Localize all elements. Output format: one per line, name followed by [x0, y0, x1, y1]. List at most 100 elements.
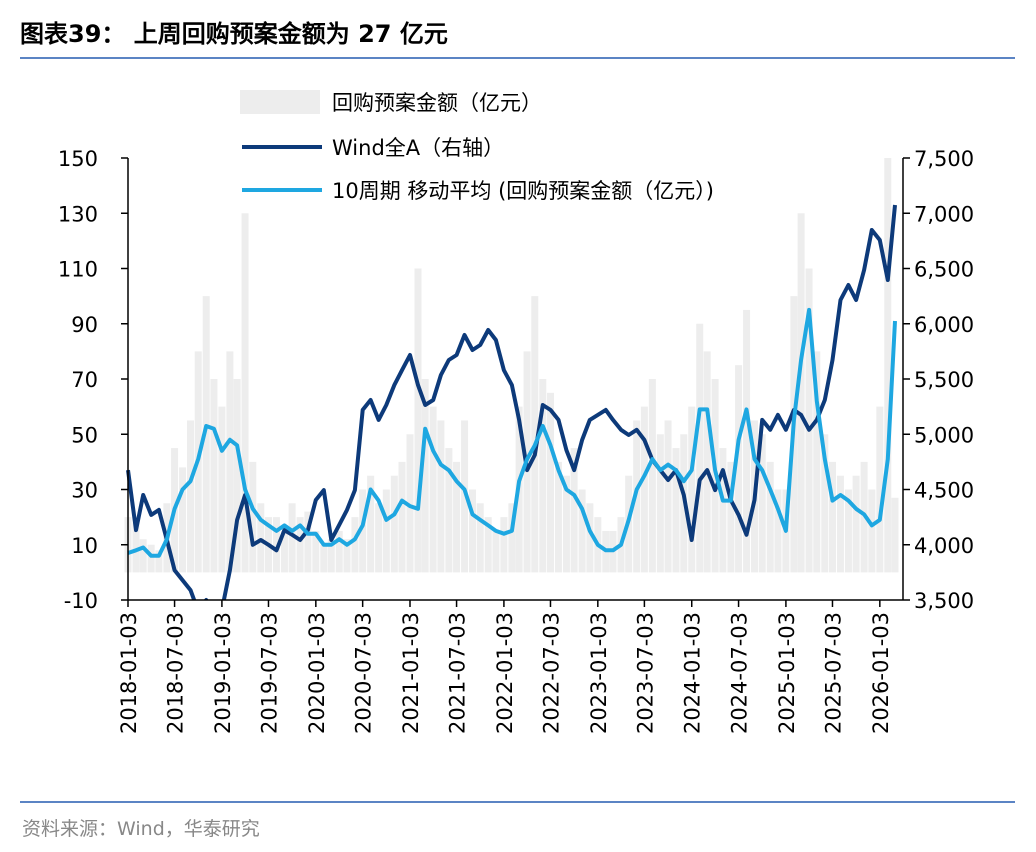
bar: [743, 309, 751, 573]
y-tick-label: 110: [58, 258, 98, 282]
y2-tick-label: 7,000: [914, 202, 974, 226]
bar: [429, 406, 437, 573]
bar: [249, 461, 257, 573]
legend-label: 回购预案金额（亿元）: [332, 91, 542, 115]
bar: [406, 434, 414, 573]
bar: [852, 475, 860, 573]
y-tick-label: 70: [71, 368, 98, 392]
bar: [703, 351, 711, 573]
bar: [218, 406, 226, 573]
bar: [390, 475, 398, 573]
bar: [280, 530, 288, 573]
x-tick-label: 2021-07-03: [446, 612, 470, 734]
y-tick-label: 30: [71, 479, 98, 503]
bar: [398, 461, 406, 573]
y2-tick-label: 6,500: [914, 258, 974, 282]
legend-label: 10周期 移动平均 (回购预案金额（亿元）): [332, 179, 714, 203]
x-tick-label: 2023-07-03: [633, 612, 657, 734]
bar: [241, 213, 249, 573]
bar: [821, 434, 829, 573]
bar: [453, 461, 461, 573]
x-tick-label: 2025-01-03: [775, 612, 799, 734]
bar: [727, 461, 735, 573]
bar: [461, 420, 469, 573]
bar: [876, 406, 884, 573]
bar: [327, 539, 335, 573]
bar: [132, 522, 140, 573]
bar: [884, 158, 892, 573]
bar: [813, 351, 821, 573]
legend-label: Wind全A（右轴）: [332, 136, 504, 160]
bar: [272, 517, 280, 573]
x-tick-label: 2018-07-03: [164, 612, 188, 734]
x-tick-label: 2018-01-03: [117, 612, 141, 734]
x-tick-label: 2024-07-03: [728, 612, 752, 734]
bar: [656, 434, 664, 573]
bar: [296, 517, 304, 573]
y-tick-label: 150: [58, 147, 98, 171]
bar: [304, 511, 312, 573]
bar: [554, 461, 562, 573]
bar: [805, 268, 813, 573]
x-tick-label: 2022-01-03: [493, 612, 517, 734]
bar: [320, 544, 328, 573]
bar: [844, 489, 852, 573]
y-tick-label: 50: [71, 423, 98, 447]
bar: [868, 489, 876, 573]
bar: [774, 489, 782, 573]
x-tick-label: 2019-01-03: [211, 612, 235, 734]
bar: [758, 434, 766, 573]
bar: [696, 323, 704, 573]
bar: [508, 503, 516, 573]
bar: [891, 497, 899, 573]
y2-tick-label: 4,000: [914, 534, 974, 558]
line-series: [127, 307, 897, 558]
bar: [445, 448, 453, 573]
bar: [672, 448, 680, 573]
x-tick-label: 2020-01-03: [305, 612, 329, 734]
y-tick-label: -10: [64, 589, 98, 613]
bar: [147, 544, 155, 573]
bar: [476, 503, 484, 573]
bar: [719, 448, 727, 573]
bar: [546, 392, 554, 573]
bar: [343, 539, 351, 573]
bar: [586, 503, 594, 573]
bar: [375, 503, 383, 573]
y-tick-label: 10: [71, 534, 98, 558]
bar: [179, 467, 187, 573]
bar: [155, 550, 163, 573]
bar: [828, 461, 836, 573]
x-tick-label: 2023-01-03: [587, 612, 611, 734]
bar: [367, 475, 375, 573]
x-tick-label: 2019-07-03: [257, 612, 281, 734]
bar: [226, 351, 234, 573]
y2-tick-label: 5,000: [914, 423, 974, 447]
y2-tick-label: 5,500: [914, 368, 974, 392]
x-tick-label: 2024-01-03: [681, 612, 705, 734]
source: 资料来源：Wind，华泰研究: [22, 818, 260, 840]
bar: [766, 461, 774, 573]
bar: [648, 379, 656, 573]
bar: [359, 489, 367, 573]
bar: [484, 517, 492, 573]
plot: [124, 158, 899, 600]
bar: [312, 530, 320, 573]
bar: [539, 379, 547, 573]
bar: [570, 448, 578, 573]
y-tick-label: 90: [71, 313, 98, 337]
x-tick-label: 2021-01-03: [399, 612, 423, 734]
bar: [335, 530, 343, 573]
bar: [257, 503, 265, 573]
bar: [735, 365, 743, 573]
bar: [492, 530, 500, 573]
bar: [640, 406, 648, 573]
bar: [836, 475, 844, 573]
bar: [288, 503, 296, 573]
bar: [578, 489, 586, 573]
bar: [688, 406, 696, 573]
bar: [664, 420, 672, 573]
bar: [139, 539, 147, 573]
